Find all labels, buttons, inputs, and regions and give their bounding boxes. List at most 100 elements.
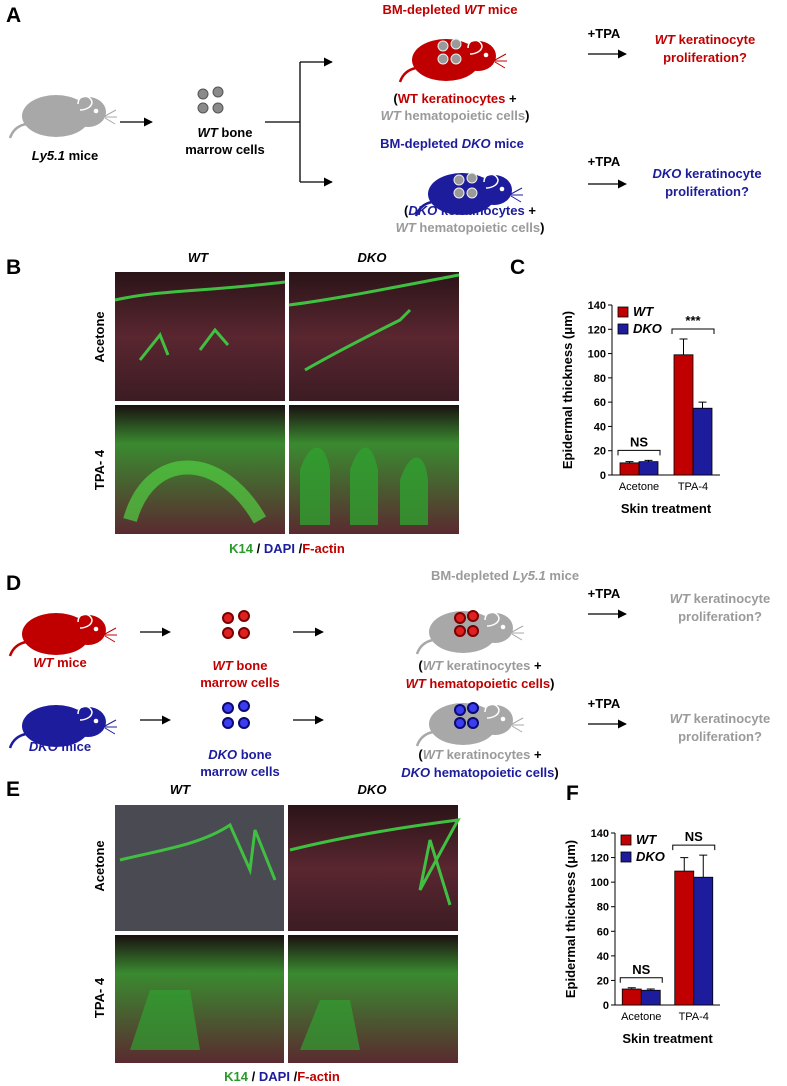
cells-label: marrow cells	[200, 675, 280, 690]
cells-label: DKO bone	[208, 747, 272, 762]
panel-label: F	[566, 782, 579, 805]
text: (	[418, 658, 423, 673]
text: bone	[237, 747, 272, 762]
bar	[619, 462, 640, 476]
shape	[454, 717, 466, 729]
text: /	[257, 541, 261, 556]
cells-label: WT bone	[198, 125, 253, 140]
outcome: proliferation?	[678, 729, 762, 744]
cells-icon	[437, 38, 462, 65]
text: WT	[396, 220, 417, 235]
recipient-detail: (WT keratinocytes +	[418, 658, 542, 673]
shape	[238, 700, 250, 712]
text: keratinocytes	[443, 658, 530, 673]
text: mice	[491, 136, 524, 151]
column-header: WT	[170, 782, 191, 797]
legend-swatch	[620, 851, 632, 863]
y-tick-label: 120	[588, 324, 606, 336]
bar	[673, 354, 694, 476]
shape	[467, 717, 479, 729]
text: +	[530, 747, 542, 762]
text: )	[554, 765, 558, 780]
shape	[130, 990, 360, 1050]
panel-label: C	[510, 256, 525, 279]
legend-label: WT	[636, 832, 657, 847]
x-tick-label: TPA-4	[678, 481, 708, 493]
text: mice	[484, 2, 517, 17]
text: BM-depleted	[380, 136, 462, 151]
column-header: WT	[188, 250, 209, 265]
text: DKO	[401, 765, 430, 780]
annotation: NS	[632, 962, 650, 977]
text: WT	[423, 658, 444, 673]
outcome: WT keratinocyte	[670, 591, 770, 606]
shape	[114, 273, 460, 372]
text: WT	[670, 591, 691, 606]
legend-label: DKO	[636, 849, 665, 864]
shape	[437, 53, 449, 65]
recipient-detail: (WT keratinocytes +	[418, 747, 542, 762]
recipient-title: BM-depleted Ly5.1 mice	[431, 568, 579, 583]
text: )	[540, 220, 544, 235]
y-tick-label: 0	[600, 470, 606, 482]
text: bone	[218, 125, 253, 140]
panel-label: A	[6, 4, 21, 27]
text: DAPI	[259, 1069, 290, 1084]
cells-icon	[453, 172, 478, 199]
outcome: WT keratinocyte	[670, 711, 770, 726]
y-tick-label: 80	[594, 373, 606, 385]
recipient-detail: DKO hematopoietic cells)	[401, 765, 559, 780]
annotation: NS	[630, 434, 648, 449]
row-label: TPA- 4	[92, 449, 107, 490]
shape	[222, 702, 234, 714]
donor-label: DKO mice	[29, 739, 91, 754]
text: hematopoietic cells	[430, 765, 554, 780]
y-axis-label: Epidermal thickness (μm)	[563, 840, 578, 998]
annotation: ***	[685, 313, 701, 328]
text: hematopoietic cells	[401, 108, 525, 123]
shape	[212, 102, 224, 114]
treatment: +TPA	[588, 696, 621, 711]
outcome: proliferation?	[663, 50, 747, 65]
error-bar	[679, 338, 688, 355]
mouse-icon	[8, 93, 118, 140]
error-bar	[644, 459, 653, 462]
cells-icon	[454, 702, 479, 729]
bar	[692, 407, 713, 476]
text: /	[252, 1069, 256, 1084]
text: +	[505, 91, 517, 106]
panel-label: B	[6, 256, 21, 279]
x-axis-label: Skin treatment	[621, 501, 712, 516]
text: /	[299, 541, 303, 556]
shape	[454, 704, 466, 716]
text: WT	[423, 747, 444, 762]
outcome: WT keratinocyte	[655, 32, 755, 47]
recipient-title: BM-depleted DKO mice	[380, 136, 524, 151]
cells-icon	[222, 700, 250, 729]
cells-label: WT bone	[213, 658, 268, 673]
shape	[238, 610, 250, 622]
recipient-detail: (DKO keratinocytes +	[404, 203, 536, 218]
shape	[467, 610, 479, 622]
shape	[466, 172, 478, 184]
text: keratinocyte	[690, 711, 770, 726]
text: mice	[546, 568, 579, 583]
legend-label: WT	[633, 304, 654, 319]
treatment: +TPA	[588, 154, 621, 169]
text: (	[418, 747, 423, 762]
shape	[454, 612, 466, 624]
text: hematopoietic cells	[426, 676, 550, 691]
text: WT	[381, 108, 402, 123]
bar	[640, 989, 661, 1006]
y-tick-label: 40	[594, 421, 606, 433]
y-tick-label: 20	[594, 446, 606, 458]
legend-swatch	[617, 323, 629, 335]
text: /	[294, 1069, 298, 1084]
text: BM-depleted	[431, 568, 513, 583]
annotation: NS	[685, 829, 703, 844]
bar	[621, 988, 642, 1006]
shape	[450, 38, 462, 50]
row-label: Acetone	[92, 311, 107, 362]
mouse-icon	[8, 611, 118, 658]
